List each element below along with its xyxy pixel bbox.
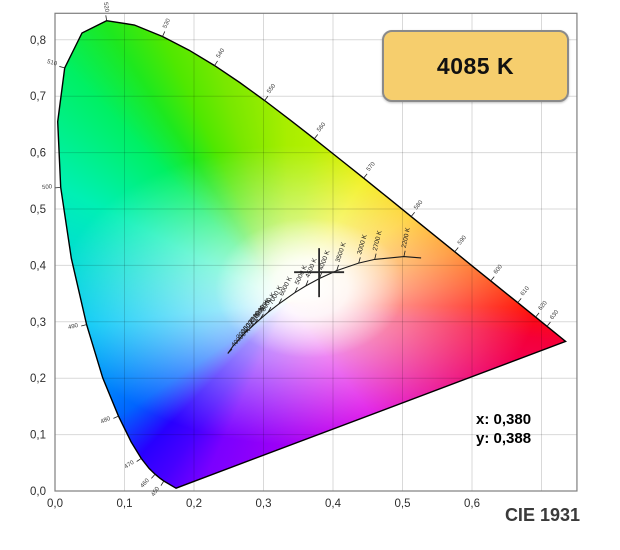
- y-tick-label: 0,7: [30, 91, 46, 103]
- x-axis-tick-labels: 0,0 0,1 0,2 0,3 0,4 0,5 0,6: [47, 498, 480, 510]
- x-tick-label: 0,5: [395, 498, 411, 510]
- wavelength-label: 620: [538, 300, 549, 312]
- wavelength-label: 520: [102, 2, 110, 13]
- wavelength-label: 510: [46, 59, 58, 68]
- chart-title: CIE 1931: [504, 505, 580, 525]
- wavelength-label: 580: [413, 199, 424, 211]
- wavelength-label: 600: [493, 263, 504, 275]
- y-axis-tick-labels: 0,0 0,1 0,2 0,3 0,4 0,5 0,6 0,7 0,8: [30, 35, 47, 498]
- wavelength-label: 450: [151, 486, 162, 498]
- wavelength-label: 490: [68, 323, 80, 332]
- wavelength-label: 570: [366, 161, 377, 173]
- x-tick-label: 0,4: [325, 498, 342, 510]
- wavelength-label: 630: [549, 309, 560, 321]
- wavelength-label: 560: [316, 121, 327, 133]
- wavelength-label: 610: [520, 285, 531, 297]
- y-tick-label: 0,3: [30, 317, 46, 329]
- x-tick-label: 0,6: [464, 498, 480, 510]
- y-tick-label: 0,0: [30, 486, 46, 498]
- wavelength-label: 470: [124, 460, 136, 471]
- y-tick-label: 0,8: [30, 35, 46, 47]
- y-tick-label: 0,4: [30, 260, 47, 272]
- marker-x-readout: x: 0,380: [476, 411, 532, 428]
- cct-result-badge: 4085 K: [382, 30, 569, 102]
- wavelength-label: 500: [42, 184, 53, 191]
- wavelength-label: 530: [162, 17, 172, 29]
- y-tick-label: 0,5: [30, 204, 46, 216]
- marker-y-readout: y: 0,388: [476, 430, 532, 447]
- y-tick-label: 0,2: [30, 373, 46, 385]
- x-tick-label: 0,3: [256, 498, 272, 510]
- wavelength-label: 540: [216, 47, 227, 59]
- x-tick-label: 0,1: [117, 498, 133, 510]
- y-tick-label: 0,6: [30, 148, 46, 160]
- y-tick-label: 0,1: [30, 430, 46, 442]
- x-tick-label: 0,2: [186, 498, 202, 510]
- wavelength-label: 480: [100, 416, 112, 426]
- wavelength-label: 590: [457, 234, 468, 246]
- wavelength-label: 550: [266, 83, 277, 95]
- cct-result-label: 4085 K: [436, 52, 515, 79]
- x-tick-label: 0,0: [47, 498, 63, 510]
- wavelength-label: 460: [140, 477, 152, 489]
